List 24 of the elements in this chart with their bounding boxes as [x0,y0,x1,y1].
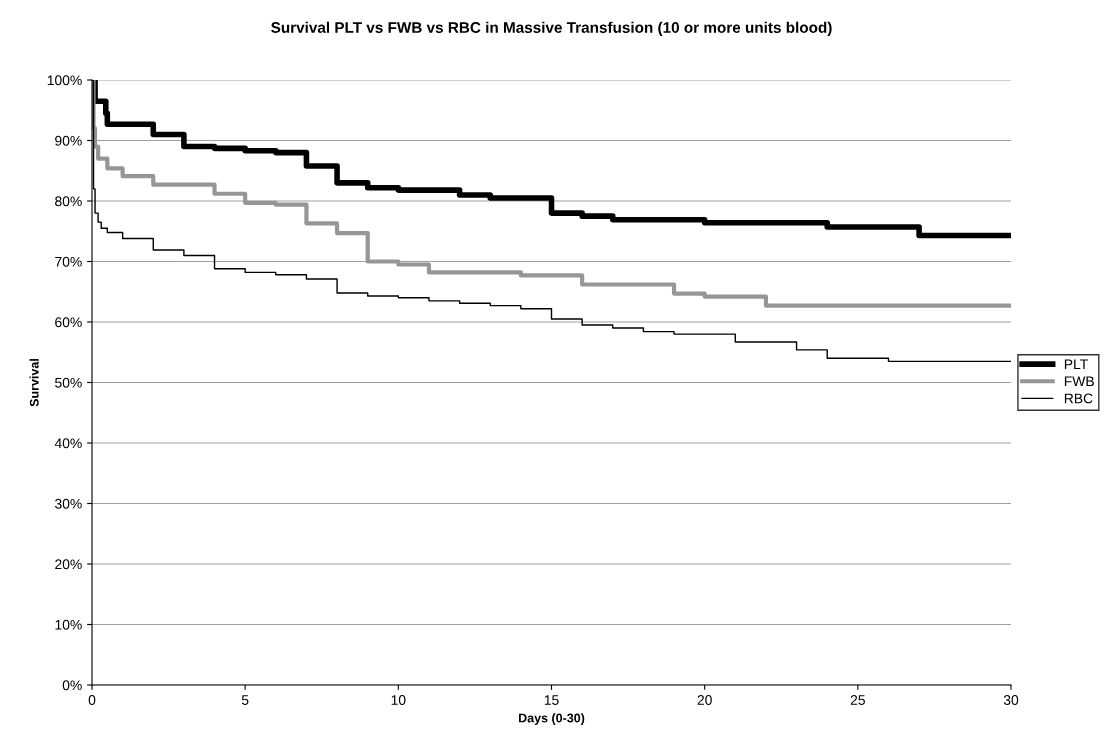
x-axis-title: Days (0-30) [518,713,585,725]
x-tick-label: 0 [88,695,96,705]
y-tick-label: 60% [55,317,82,328]
chart-title: Survival PLT vs FWB vs RBC in Massive Transfusion (10 or more units blood) [271,21,832,36]
y-tick-label: 30% [55,498,82,509]
y-tick-label: 40% [54,438,82,449]
legend-label: PLT [1064,359,1088,369]
x-tick-label: 15 [544,695,559,705]
y-tick-label: 70% [55,256,82,267]
y-tick-label: 0% [62,680,82,691]
y-tick-label: 10% [55,619,82,630]
y-tick-label: 100% [47,75,82,86]
y-tick-label: 20% [55,559,82,570]
x-tick-label: 5 [241,695,249,705]
y-tick-label: 90% [55,135,82,146]
y-tick-label: 80% [55,196,82,207]
x-tick-label: 30 [1003,695,1019,705]
y-axis-title: Survival [29,359,39,407]
y-tick-label: 50% [55,377,82,388]
legend-label: FWB [1064,376,1094,387]
x-tick-label: 20 [697,695,712,705]
x-tick-label: 25 [850,695,865,705]
legend-label: RBC [1064,393,1093,404]
x-tick-label: 10 [391,695,406,705]
